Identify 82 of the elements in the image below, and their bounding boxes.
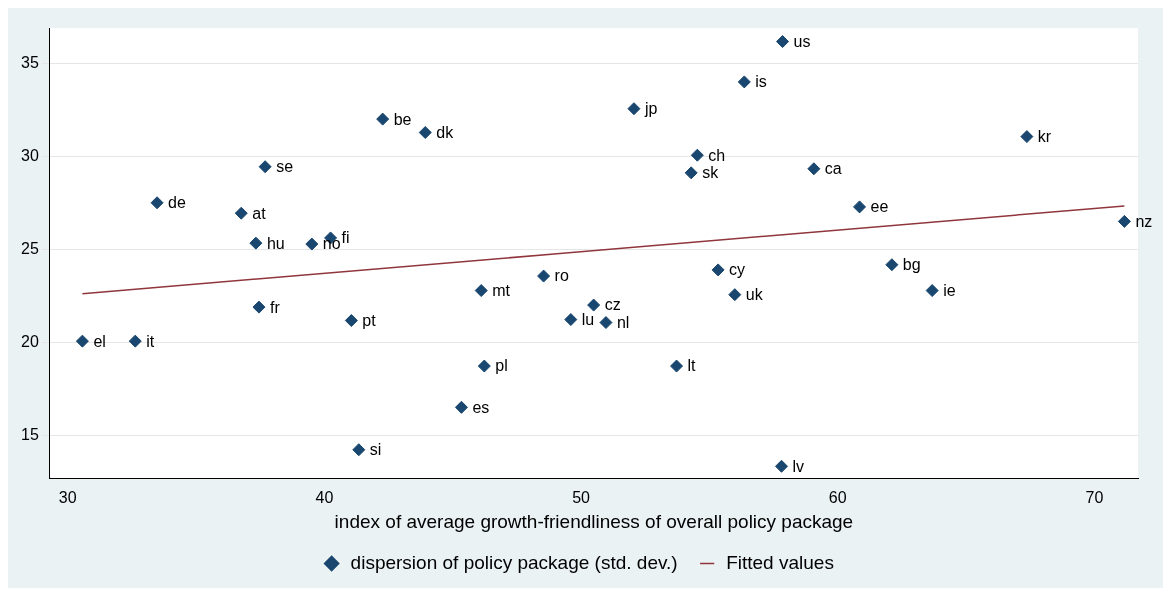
point: [776, 35, 790, 49]
annotation: at: [252, 204, 267, 222]
annotation: el: [93, 332, 106, 350]
point: [925, 284, 939, 298]
annotation: fi: [341, 229, 350, 247]
y-tick-label: 35: [21, 53, 39, 71]
annotation: jp: [643, 100, 658, 118]
point: [728, 288, 742, 302]
annotation: pt: [362, 311, 377, 329]
annotation: ch: [708, 146, 726, 164]
annotation: hu: [266, 234, 285, 252]
annotation: bg: [902, 256, 921, 274]
point: [885, 258, 899, 272]
y-tick-label: 15: [21, 425, 39, 443]
annotation: no: [322, 235, 341, 253]
point: [474, 284, 488, 298]
point: [150, 196, 164, 210]
annotation: cy: [729, 261, 746, 279]
annotation: be: [393, 110, 412, 128]
annotation: pl: [495, 357, 508, 375]
y-tick-label: 30: [21, 146, 39, 164]
point: [853, 200, 867, 214]
point: [418, 126, 432, 139]
x-tick-label: 30: [58, 489, 77, 507]
annotation: es: [472, 398, 490, 416]
point: [234, 206, 248, 220]
point: [454, 400, 468, 414]
annotation: se: [276, 158, 294, 176]
annotation: nz: [1135, 212, 1153, 230]
annotation: uk: [745, 286, 764, 304]
point: [305, 237, 319, 251]
point: [128, 334, 142, 348]
point: [376, 112, 390, 126]
annotation: dk: [436, 123, 455, 141]
point: [690, 148, 704, 162]
annotation: si: [369, 441, 382, 459]
y-tick-label: 20: [21, 332, 39, 350]
point: [627, 102, 641, 116]
annotation: sk: [702, 164, 720, 182]
point: [670, 359, 684, 373]
annotation: lv: [792, 457, 805, 475]
annotation: ie: [943, 281, 956, 299]
point: [599, 316, 613, 330]
annotation: fr: [269, 298, 281, 316]
annotation: de: [168, 194, 186, 212]
point: [684, 166, 698, 180]
point: [1117, 214, 1131, 228]
x-tick-label: 40: [315, 489, 334, 507]
point: [258, 160, 272, 174]
point: [711, 263, 725, 277]
point: [352, 443, 366, 457]
point: [807, 162, 821, 176]
point: [477, 359, 491, 373]
x-tick-label: 70: [1085, 489, 1104, 507]
point: [249, 236, 263, 250]
annotation: kr: [1037, 128, 1052, 145]
point: [564, 313, 578, 327]
annotation: nl: [616, 313, 630, 331]
annotation: lu: [581, 310, 595, 328]
annotation: is: [755, 73, 767, 91]
x-tick-label: 60: [828, 489, 847, 507]
annotation: ca: [824, 160, 842, 178]
annotation: it: [146, 332, 155, 350]
point: [1020, 130, 1034, 144]
annotation: ro: [554, 267, 569, 285]
legend-label: Fitted values: [726, 551, 834, 573]
point: [737, 75, 751, 89]
x-axis-title: index of average growth-friendliness of overall policy package: [334, 510, 854, 532]
annotation: mt: [492, 281, 511, 299]
x-tick-label: 50: [572, 489, 591, 507]
point: [587, 298, 601, 312]
point: [344, 314, 358, 327]
point: [252, 300, 266, 314]
point: [537, 269, 551, 283]
legend-label: dispersion of policy package (std. dev.): [350, 551, 678, 573]
point: [775, 459, 789, 473]
annotation: lt: [687, 357, 697, 375]
annotation: us: [793, 32, 811, 50]
y-tick-label: 25: [21, 239, 39, 257]
point: [75, 334, 89, 348]
annotation: cz: [604, 296, 621, 314]
annotation: ee: [870, 198, 889, 216]
